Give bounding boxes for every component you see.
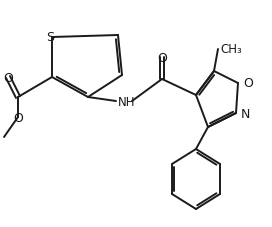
Text: O: O [243, 76, 253, 89]
Text: NH: NH [118, 95, 135, 108]
Text: N: N [241, 107, 250, 120]
Text: O: O [13, 111, 23, 124]
Text: S: S [46, 30, 54, 43]
Text: O: O [3, 71, 13, 84]
Text: CH₃: CH₃ [220, 42, 242, 55]
Text: O: O [157, 51, 167, 64]
